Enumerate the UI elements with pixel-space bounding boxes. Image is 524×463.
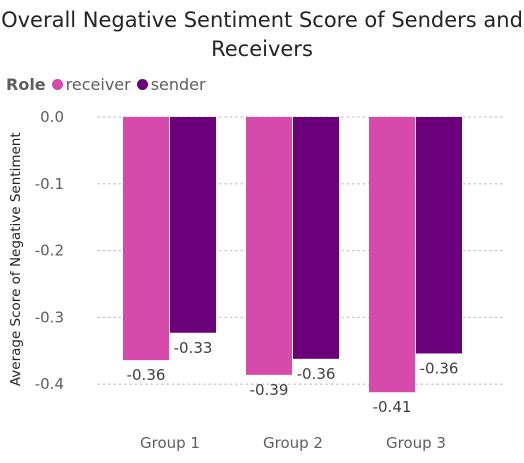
legend-swatch-receiver — [51, 78, 63, 90]
legend-item-receiver[interactable]: receiver — [51, 74, 131, 94]
y-axis-ticks: 0.0 -0.1 -0.2 -0.3 -0.4 — [35, 108, 64, 393]
bar-group-2-sender[interactable] — [293, 117, 339, 359]
chart-title-line-2: Receivers — [211, 37, 313, 61]
data-label-group-3-sender: -0.36 — [420, 359, 459, 377]
legend-title: Role — [6, 74, 46, 94]
y-axis-title: Average Score of Negative Sentiment — [8, 132, 24, 386]
y-tick-label-0-3: -0.3 — [35, 308, 64, 326]
data-label-group-1-receiver: -0.36 — [127, 366, 166, 384]
legend: Role receiver sender — [6, 73, 212, 95]
bar-group-3-sender[interactable] — [416, 117, 462, 354]
bar-group-1-receiver[interactable] — [123, 117, 169, 361]
y-tick-label-0-2: -0.2 — [35, 242, 64, 260]
legend-label-receiver: receiver — [65, 74, 131, 94]
legend-swatch-sender — [136, 78, 148, 90]
y-tick-label-0-0: 0.0 — [40, 108, 64, 126]
bar-group-3-receiver[interactable] — [369, 117, 415, 393]
x-tick-label-group-3: Group 3 — [386, 434, 446, 452]
data-label-group-2-sender: -0.36 — [297, 365, 336, 383]
y-tick-label-0-1: -0.1 — [35, 175, 64, 193]
bar-group-2-receiver[interactable] — [246, 117, 292, 375]
x-tick-label-group-2: Group 2 — [263, 434, 323, 452]
x-tick-label-group-1: Group 1 — [140, 434, 200, 452]
data-label-group-3-receiver: -0.41 — [373, 398, 412, 416]
data-labels: -0.36 -0.33 -0.39 -0.36 -0.41 -0.36 — [127, 339, 459, 416]
y-tick-label-0-4: -0.4 — [35, 375, 64, 393]
x-axis-ticks: Group 1 Group 2 Group 3 — [140, 434, 446, 452]
bar-group-1-sender[interactable] — [170, 117, 216, 333]
data-label-group-1-sender: -0.33 — [174, 339, 213, 357]
chart-title: Overall Negative Sentiment Score of Send… — [0, 6, 524, 64]
legend-label-sender: sender — [150, 74, 206, 94]
legend-item-sender[interactable]: sender — [136, 74, 206, 94]
chart-title-line-1: Overall Negative Sentiment Score of Send… — [1, 8, 523, 32]
data-label-group-2-receiver: -0.39 — [250, 381, 289, 399]
bars — [123, 117, 462, 393]
